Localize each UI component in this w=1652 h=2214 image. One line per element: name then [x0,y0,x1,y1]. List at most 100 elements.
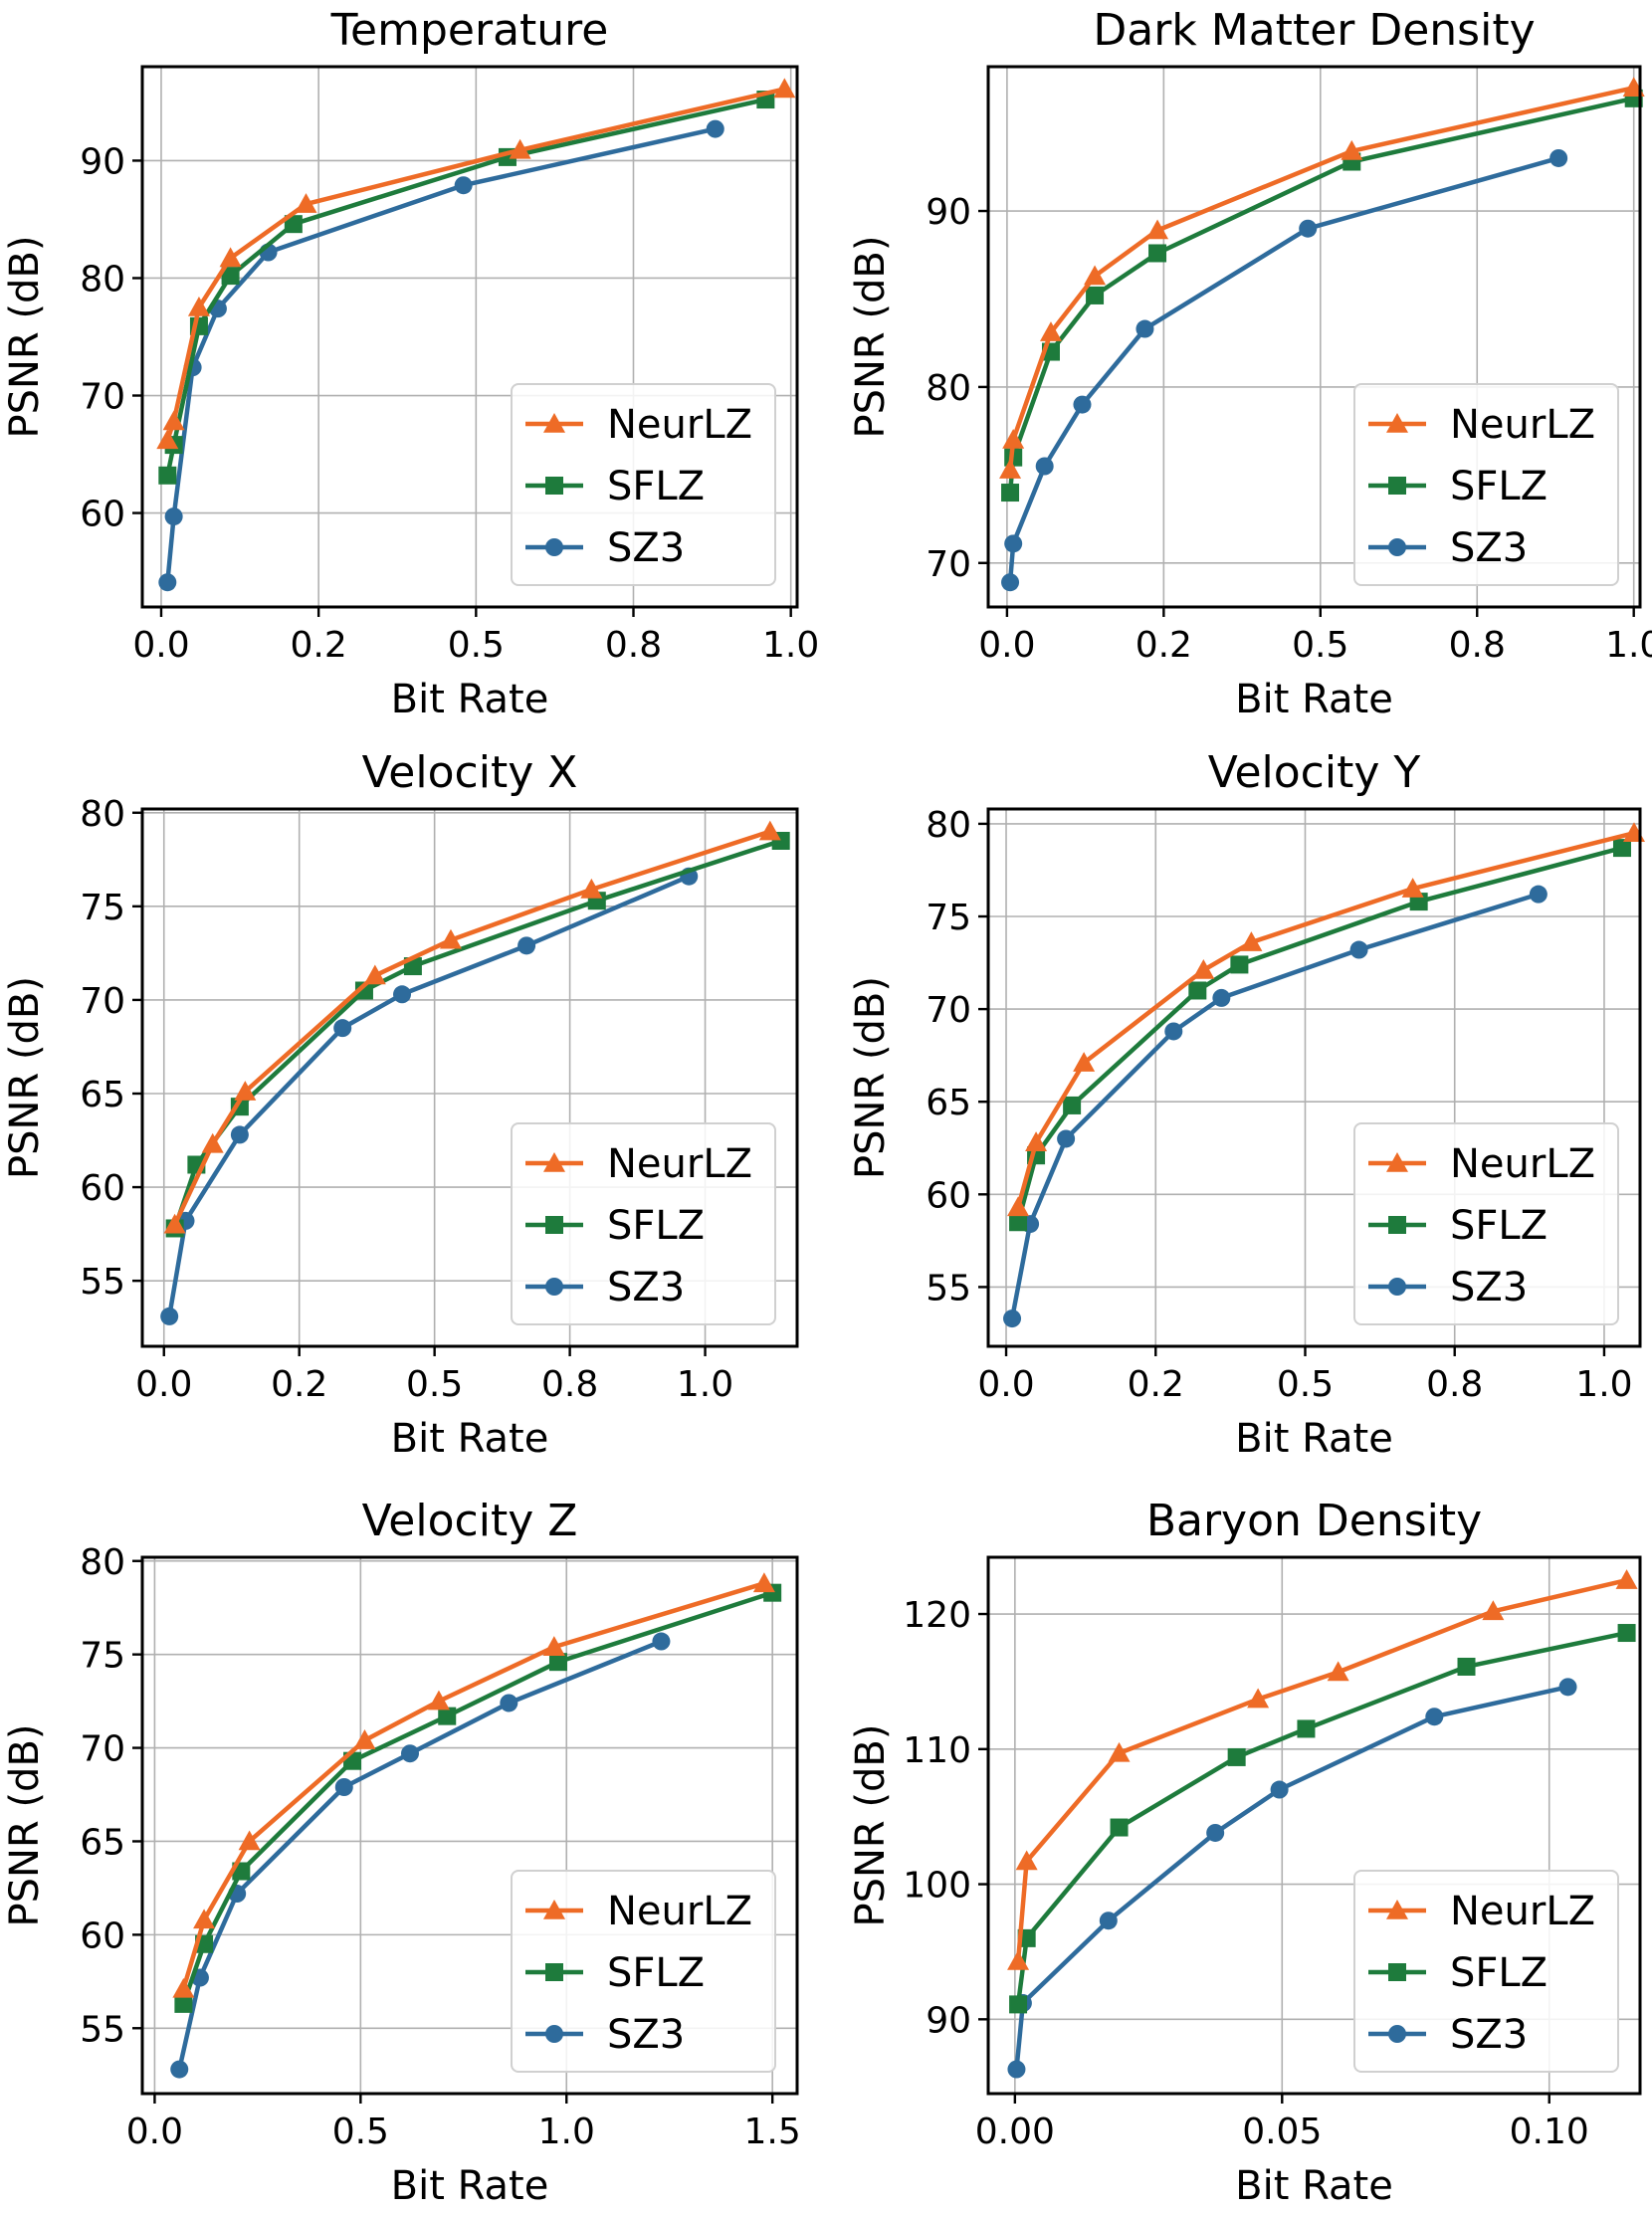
legend-label-neurlz: NeurLZ [607,402,752,448]
data-point-neurlz [1341,139,1363,160]
y-tick-label: 65 [80,1075,125,1115]
data-point-sflz [1009,1213,1028,1232]
data-point-neurlz [1240,931,1263,951]
y-axis-label: PSNR (dB) [2,976,48,1179]
chart-panel-4: 0.0 0.5 1.0 1.5 55 60 65 70 75 80 Velocity Z Bit Ra… [2,1496,801,2209]
data-point-sz3 [164,507,183,526]
data-point-sz3 [1073,395,1092,414]
data-point-neurlz [172,1977,195,1998]
x-axis-label: Bit Rate [391,2163,549,2209]
x-axis-label: Bit Rate [1235,1416,1393,1462]
data-point-sflz [1457,1657,1476,1676]
data-point-sz3 [1529,885,1548,904]
data-point-sflz [548,1653,567,1672]
y-tick-label: 55 [80,1262,125,1303]
x-tick-label: 0.5 [1292,625,1348,666]
y-tick-label: 80 [80,1542,125,1583]
data-point-neurlz [193,1909,216,1929]
data-point-sz3 [333,1019,352,1038]
data-point-sz3 [158,573,177,592]
data-point-neurlz [1401,878,1424,898]
y-tick-label: 75 [926,898,971,938]
data-point-sz3 [1349,940,1368,959]
legend-marker-neurlz [543,413,565,433]
data-point-neurlz [219,247,242,268]
legend-box [1353,383,1619,586]
data-point-sz3 [1004,534,1023,553]
data-point-neurlz [201,1132,224,1153]
data-point-sz3 [1164,1022,1183,1041]
legend: NeurLZ SFLZ SZ3 [1353,1870,1619,2073]
legend-marker-sflz [1388,1216,1406,1234]
y-tick-label: 70 [80,981,125,1022]
x-tick-label: 0.0 [135,1364,192,1405]
y-tick-label: 80 [926,805,971,846]
data-point-sflz [1612,839,1631,858]
legend: NeurLZ SFLZ SZ3 [511,1870,776,2073]
data-point-sz3 [400,1744,419,1763]
data-point-sz3 [160,1307,179,1325]
legend-label-sflz: SFLZ [1450,1203,1548,1249]
plot-area [999,77,1645,592]
data-point-neurlz [1007,1196,1030,1217]
data-point-neurlz [1146,219,1169,240]
chart-panel-5: 0.00 0.05 0.10 90 100 110 120 Baryon Density Bit… [848,1496,1642,2209]
y-axis-label: PSNR (dB) [2,236,48,439]
legend-label-sz3: SZ3 [607,1265,685,1310]
data-point-neurlz [187,296,210,316]
data-point-sflz [1188,981,1207,1000]
data-point-neurlz [1025,1131,1048,1151]
x-tick-label: 0.0 [978,625,1035,666]
legend-marker-sz3 [545,1278,563,1296]
axes-frame [140,1555,799,2096]
data-point-sflz [174,1994,193,2013]
x-tick-label: 0.2 [1136,625,1192,666]
data-point-sz3 [1549,148,1568,167]
legend-box [1353,1122,1619,1325]
data-point-neurlz [1007,1949,1030,1970]
data-point-neurlz [1084,265,1107,286]
data-point-sz3 [1099,1912,1118,1930]
axes-frame [986,65,1642,609]
y-tick-label: 80 [926,368,971,409]
y-axis-label: PSNR (dB) [848,976,894,1179]
y-tick-label: 70 [926,990,971,1031]
x-tick-label: 1.0 [677,1364,733,1405]
data-point-sflz [1063,1096,1082,1114]
data-point-sz3 [652,1632,671,1651]
chart-title: Temperature [330,5,609,56]
data-point-sflz [1001,484,1020,503]
legend-label-neurlz: NeurLZ [607,1141,752,1187]
data-point-neurlz [773,78,796,99]
data-point-neurlz [295,193,317,213]
data-point-sz3 [1299,219,1318,238]
data-point-sz3 [1003,1309,1022,1328]
legend-marker-sflz [1388,1963,1406,1981]
x-tick-label: 0.2 [271,1364,327,1405]
data-point-sflz [1227,1747,1246,1766]
x-tick-label: 1.0 [1605,625,1652,666]
x-tick-label: 1.5 [744,2112,801,2152]
data-point-neurlz [1073,1052,1096,1072]
y-tick-label: 90 [926,192,971,233]
y-tick-label: 110 [903,1730,971,1771]
legend-box [1353,1870,1619,2073]
data-point-neurlz [509,138,531,159]
y-tick-label: 70 [926,544,971,585]
y-tick-label: 60 [80,1915,125,1956]
axes-frame [986,1555,1642,2096]
data-point-sflz [438,1707,457,1725]
data-point-sz3 [334,1778,353,1796]
y-tick-label: 75 [80,1636,125,1677]
legend: NeurLZ SFLZ SZ3 [511,383,776,586]
data-point-sz3 [170,2060,189,2079]
plot-area [1003,822,1645,1328]
data-point-sflz [284,215,303,234]
x-tick-label: 0.8 [605,625,662,666]
chart-title: Velocity Y [1208,747,1421,798]
legend-label-neurlz: NeurLZ [1450,1141,1595,1187]
data-point-neurlz [156,429,179,450]
x-tick-label: 0.5 [448,625,505,666]
data-point-neurlz [163,1213,186,1234]
y-tick-label: 70 [80,377,125,418]
